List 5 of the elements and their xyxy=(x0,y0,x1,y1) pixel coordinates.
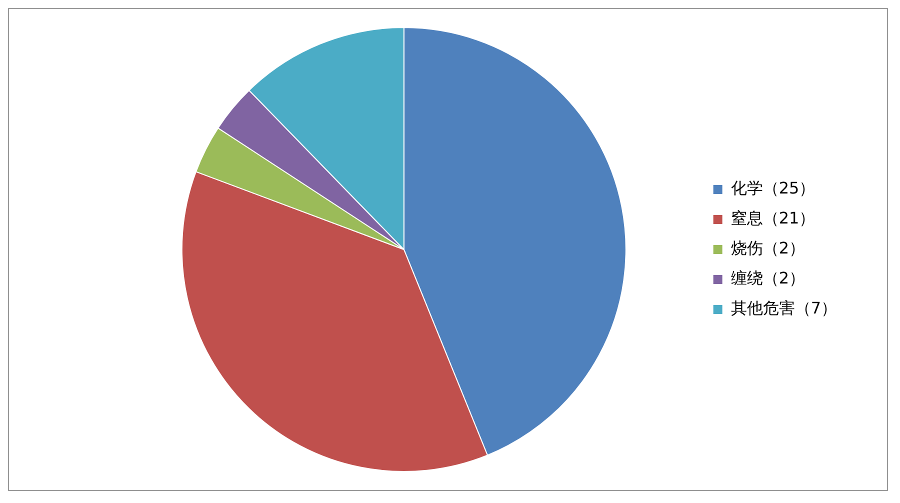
legend-label: 化学（25） xyxy=(730,178,816,198)
legend-label: 其他危害（7） xyxy=(730,298,838,318)
legend-label: 缠绕（2） xyxy=(730,268,806,288)
legend-label: 窒息（21） xyxy=(730,208,816,228)
legend-label: 烧伤（2） xyxy=(730,238,806,258)
